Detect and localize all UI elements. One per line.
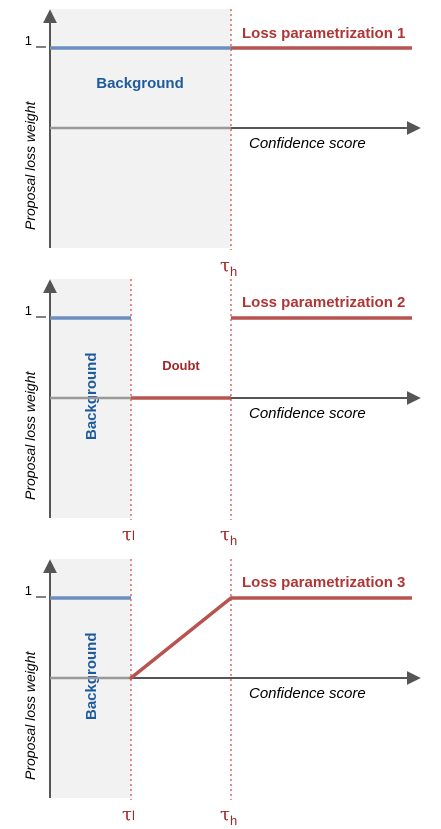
y-axis-label: Proposal loss weight	[22, 100, 38, 230]
background-label: Background	[83, 632, 100, 720]
threshold-high-label: τh	[220, 524, 237, 548]
y-tick-one: 1	[25, 583, 32, 598]
panel-title: Loss parametrization 3	[242, 574, 405, 591]
y-tick-one: 1	[25, 33, 32, 48]
panel-2: Background 1 Proposal loss weight Loss p…	[22, 279, 421, 548]
x-axis-label: Confidence score	[249, 135, 366, 152]
threshold-high-label: τh	[220, 804, 237, 828]
y-axis-label: Proposal loss weight	[22, 370, 38, 500]
y-tick-one: 1	[25, 303, 32, 318]
panel-3: Background 1 Proposal loss weight Loss p…	[22, 559, 421, 828]
threshold-low-label: τl	[122, 804, 135, 825]
threshold-low-label: τl	[122, 524, 135, 545]
panel-1: Background 1 Proposal loss weight Loss p…	[22, 9, 421, 279]
x-axis-label: Confidence score	[249, 685, 366, 702]
background-label: Background	[83, 352, 100, 440]
panel-title: Loss parametrization 2	[242, 294, 405, 311]
doubt-label: Doubt	[162, 358, 200, 373]
panel-title: Loss parametrization 1	[242, 25, 405, 42]
x-axis-label: Confidence score	[249, 405, 366, 422]
y-axis-label: Proposal loss weight	[22, 650, 38, 780]
background-label: Background	[96, 75, 184, 92]
threshold-high-label: τh	[220, 255, 237, 279]
ramp-weight-line	[129, 596, 233, 680]
